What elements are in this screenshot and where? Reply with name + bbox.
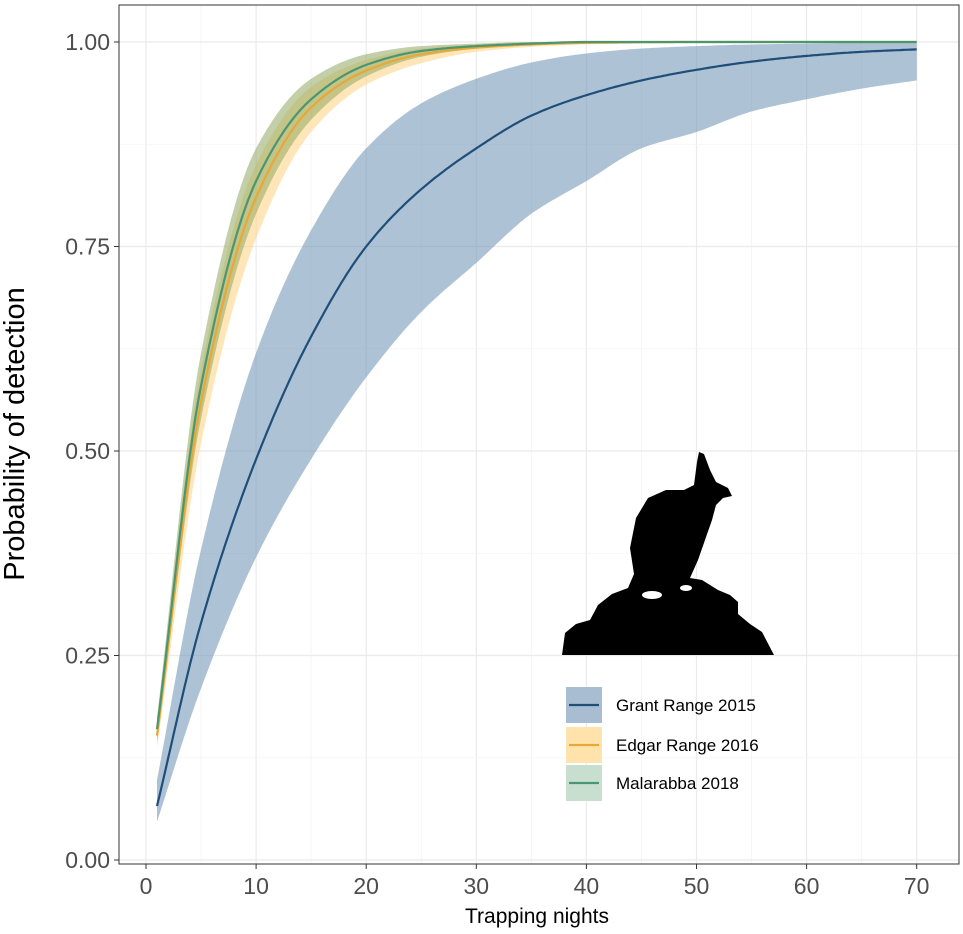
y-axis-title: Probability of detection [0, 287, 31, 580]
x-axis-title: Trapping nights [465, 905, 609, 928]
y-tick-label-3: 0.75 [65, 234, 110, 260]
x-tick-label-20: 20 [353, 873, 379, 899]
legend-label-malarabba: Malarabba 2018 [616, 774, 739, 793]
x-tick-label-40: 40 [574, 873, 600, 899]
silhouette-gap [642, 585, 692, 599]
x-tick-label-50: 50 [684, 873, 710, 899]
legend-item-malarabba: Malarabba 2018 [566, 765, 739, 801]
rock-wallaby-silhouette [562, 452, 774, 655]
line-grant-range-2015 [155, 48, 917, 807]
x-tick-label-0: 0 [140, 873, 153, 899]
x-tick-label-30: 30 [464, 873, 490, 899]
series-lines [155, 40, 917, 807]
axis-ticks: 0 10 20 30 40 50 60 70 0.00 0.25 0.50 0.75 1.00 [65, 29, 929, 899]
legend-item-grant-range: Grant Range 2015 [566, 687, 756, 723]
band-grant-range-2015 [157, 42, 917, 822]
legend-label-edgar-range: Edgar Range 2016 [616, 736, 759, 755]
legend-item-edgar-range: Edgar Range 2016 [566, 727, 759, 763]
x-tick-label-10: 10 [243, 873, 269, 899]
legend: Grant Range 2015 Edgar Range 2016 Malara… [566, 687, 759, 801]
plot-border [118, 4, 960, 865]
y-tick-label-2: 0.50 [65, 438, 110, 464]
y-tick-label-0: 0.00 [65, 847, 110, 873]
y-tick-label-4: 1.00 [65, 29, 110, 55]
y-tick-label-1: 0.25 [65, 643, 110, 669]
legend-label-grant-range: Grant Range 2015 [616, 696, 756, 715]
line-malarabba-2018 [155, 40, 917, 730]
confidence-bands [157, 42, 917, 822]
x-tick-label-60: 60 [794, 873, 820, 899]
x-tick-label-70: 70 [904, 873, 930, 899]
